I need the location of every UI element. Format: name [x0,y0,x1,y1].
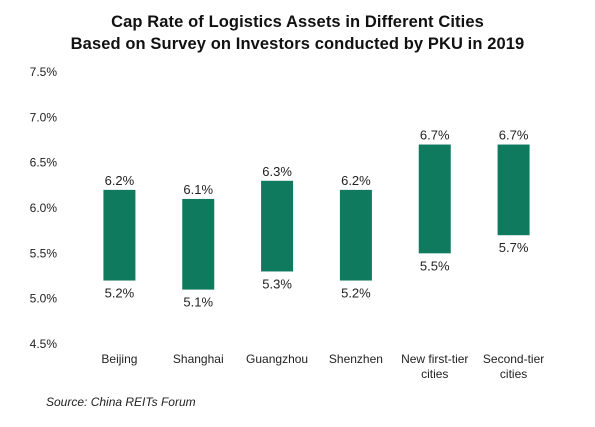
high-value-label: 6.3% [262,164,292,179]
low-value-label: 5.2% [341,286,371,301]
x-tick-label: cities [500,367,527,381]
x-tick-label: Guangzhou [246,352,308,366]
y-tick-label: 5.5% [30,246,58,260]
range-bar [103,189,136,281]
source-note: Source: China REITs Forum [46,395,196,409]
x-tick-label: cities [421,367,448,381]
range-bar [418,144,451,254]
range-bar [339,189,372,281]
low-value-label: 5.2% [105,286,135,301]
range-bar [261,180,294,272]
chart-subtitle: Based on Survey on Investors conducted b… [70,35,525,53]
y-tick-label: 4.5% [30,337,58,351]
chart-title: Cap Rate of Logistics Assets in Differen… [111,13,484,31]
low-value-label: 5.7% [499,240,529,255]
range-bar [497,144,530,236]
range-bar [182,198,215,290]
low-value-label: 5.3% [262,276,292,291]
low-value-label: 5.1% [183,295,213,310]
y-tick-label: 7.0% [30,110,58,124]
high-value-label: 6.7% [420,128,450,143]
x-tick-label: Shenzhen [329,352,383,366]
high-value-label: 6.7% [499,128,529,143]
high-value-label: 6.2% [341,173,371,188]
x-tick-label: New first-tier [401,352,468,366]
x-tick-label: Beijing [101,352,137,366]
high-value-label: 6.2% [105,173,135,188]
low-value-label: 5.5% [420,258,450,273]
x-tick-label: Shanghai [173,352,224,366]
y-tick-label: 5.0% [30,292,58,306]
x-tick-label: Second-tier [483,352,544,366]
y-tick-label: 6.5% [30,156,58,170]
y-tick-label: 7.5% [30,65,58,79]
high-value-label: 6.1% [183,182,213,197]
y-tick-label: 6.0% [30,201,58,215]
